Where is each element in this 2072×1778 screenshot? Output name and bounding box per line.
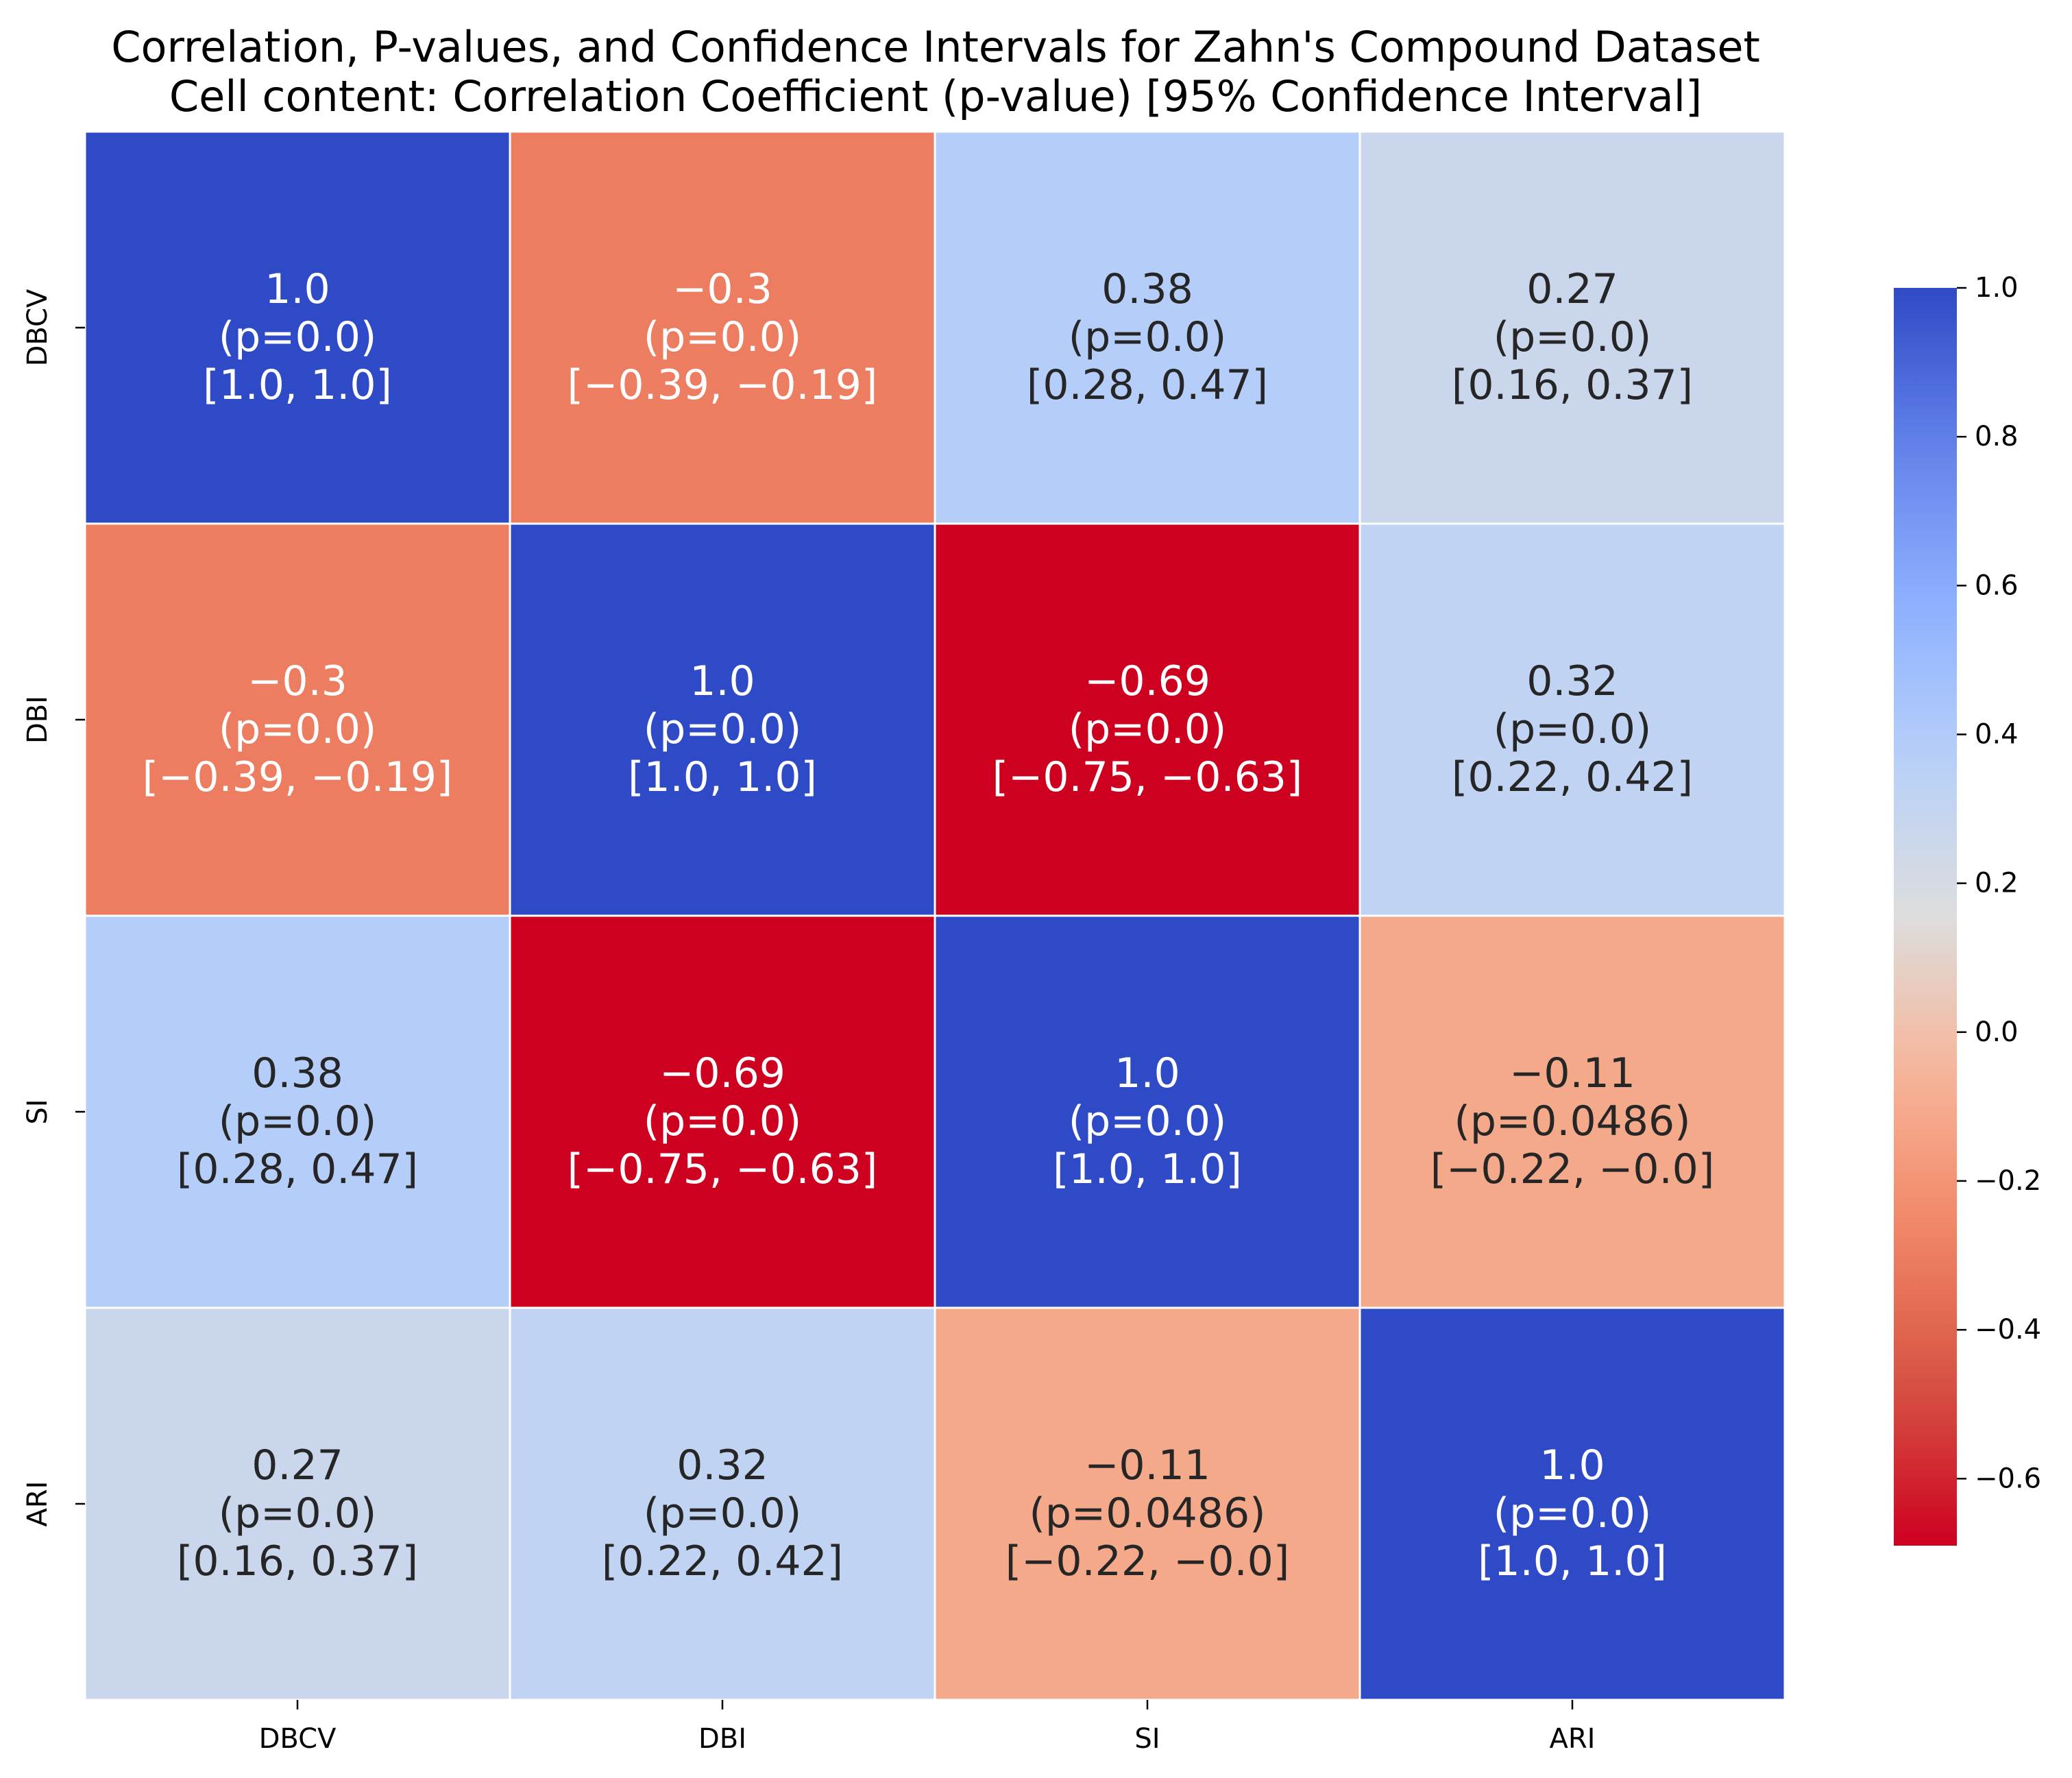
cell-confidence-interval: [0.22, 0.42] — [1452, 753, 1693, 801]
cell-p-value: (p=0.0486) — [1454, 1097, 1690, 1145]
x-axis: DBCV DBI SI ARI — [259, 1700, 1596, 1755]
colorbar-tick-label: 0.0 — [1975, 1016, 2019, 1048]
cell-correlation-value: 0.32 — [1526, 657, 1618, 705]
y-tick-label: ARI — [22, 1481, 53, 1527]
cell-correlation-value: 1.0 — [690, 657, 755, 705]
cell-correlation-value: −0.69 — [659, 1049, 785, 1097]
cell-p-value: (p=0.0) — [1069, 705, 1227, 753]
cell-correlation-value: 1.0 — [265, 265, 330, 313]
cell-p-value: (p=0.0) — [1494, 313, 1652, 361]
colorbar-tick-label: −0.2 — [1975, 1165, 2041, 1197]
colorbar-tick-label: 0.4 — [1975, 718, 2019, 750]
cell-correlation-value: −0.11 — [1084, 1441, 1210, 1489]
heatmap-cell-dbi-dbi — [509, 522, 936, 917]
cell-correlation-value: 0.27 — [252, 1441, 343, 1489]
chart-title: Correlation, P-values, and Confidence In… — [111, 22, 1760, 72]
heatmap-cell-dbi-ari — [1358, 522, 1786, 917]
y-tick-label: SI — [22, 1099, 53, 1124]
cell-correlation-value: 1.0 — [1539, 1441, 1605, 1489]
heatmap-cell-dbi-dbcv — [84, 522, 511, 917]
heatmap-cell-dbcv-dbi — [509, 130, 936, 525]
colorbar-tick-label: −0.4 — [1975, 1314, 2041, 1345]
cell-correlation-value: 1.0 — [1114, 1049, 1180, 1097]
cell-confidence-interval: [−0.75, −0.63] — [568, 1145, 878, 1193]
x-tick-label: SI — [1134, 1723, 1160, 1755]
heatmap-cell-ari-si — [934, 1306, 1361, 1701]
cell-correlation-value: 0.38 — [252, 1049, 343, 1097]
colorbar-gradient — [1894, 288, 1957, 1546]
heatmap-cell-ari-dbi — [509, 1306, 936, 1701]
cell-p-value: (p=0.0) — [644, 1489, 802, 1537]
cell-p-value: (p=0.0) — [644, 1097, 802, 1145]
cell-confidence-interval: [−0.22, −0.0] — [1430, 1145, 1715, 1193]
heatmap-cell-dbcv-ari — [1358, 130, 1786, 525]
cell-p-value: (p=0.0) — [644, 313, 802, 361]
colorbar: 1.0 0.8 0.6 0.4 0.2 0.0 −0.2 −0.4 −0.6 — [1894, 272, 2041, 1546]
heatmap-cell-dbcv-dbcv — [84, 130, 511, 525]
heatmap-cell-ari-dbcv — [84, 1306, 511, 1701]
cell-p-value: (p=0.0486) — [1029, 1489, 1265, 1537]
cell-correlation-value: −0.11 — [1509, 1049, 1635, 1097]
cell-confidence-interval: [1.0, 1.0] — [628, 753, 817, 801]
colorbar-tick-label: 0.8 — [1975, 421, 2019, 452]
cell-p-value: (p=0.0) — [1494, 705, 1652, 753]
cell-confidence-interval: [0.22, 0.42] — [602, 1537, 843, 1585]
x-tick-label: DBI — [698, 1723, 746, 1755]
cell-confidence-interval: [1.0, 1.0] — [1053, 1145, 1242, 1193]
colorbar-tick-label: 0.6 — [1975, 570, 2019, 601]
cell-confidence-interval: [0.28, 0.47] — [177, 1145, 418, 1193]
cell-confidence-interval: [1.0, 1.0] — [1478, 1537, 1667, 1585]
cell-p-value: (p=0.0) — [219, 705, 377, 753]
cell-confidence-interval: [−0.75, −0.63] — [992, 753, 1303, 801]
cell-p-value: (p=0.0) — [1069, 1097, 1227, 1145]
colorbar-tick-label: 1.0 — [1975, 272, 2019, 304]
cell-p-value: (p=0.0) — [644, 705, 802, 753]
cell-confidence-interval: [−0.22, −0.0] — [1005, 1537, 1290, 1585]
cell-confidence-interval: [−0.39, −0.19] — [143, 753, 453, 801]
cell-correlation-value: 0.27 — [1526, 265, 1618, 313]
cell-p-value: (p=0.0) — [219, 313, 377, 361]
cell-confidence-interval: [0.16, 0.37] — [1452, 361, 1693, 409]
heatmap-cells: 1.0(p=0.0)[1.0, 1.0]−0.3(p=0.0)[−0.39, −… — [84, 130, 1786, 1701]
colorbar-tick-label: 0.2 — [1975, 868, 2019, 899]
cell-p-value: (p=0.0) — [219, 1489, 377, 1537]
cell-correlation-value: −0.3 — [672, 265, 772, 313]
y-axis: DBCV DBI SI ARI — [22, 289, 85, 1527]
heatmap-cell-si-ari — [1358, 914, 1786, 1309]
cell-correlation-value: 0.32 — [677, 1441, 768, 1489]
cell-confidence-interval: [0.28, 0.47] — [1027, 361, 1268, 409]
colorbar-tick-label: −0.6 — [1975, 1463, 2041, 1494]
cell-correlation-value: −0.3 — [247, 657, 348, 705]
y-tick-label: DBCV — [22, 289, 53, 366]
chart-subtitle: Cell content: Correlation Coefficient (p… — [169, 71, 1702, 121]
cell-correlation-value: −0.69 — [1084, 657, 1210, 705]
heatmap-cell-ari-ari — [1358, 1306, 1786, 1701]
heatmap-cell-dbi-si — [934, 522, 1361, 917]
y-tick-label: DBI — [22, 696, 53, 744]
heatmap-cell-dbcv-si — [934, 130, 1361, 525]
heatmap-cell-si-dbi — [509, 914, 936, 1309]
cell-correlation-value: 0.38 — [1101, 265, 1193, 313]
x-tick-label: DBCV — [259, 1723, 337, 1755]
x-tick-label: ARI — [1550, 1723, 1596, 1755]
cell-p-value: (p=0.0) — [219, 1097, 377, 1145]
cell-confidence-interval: [1.0, 1.0] — [203, 361, 392, 409]
cell-p-value: (p=0.0) — [1069, 313, 1227, 361]
cell-p-value: (p=0.0) — [1494, 1489, 1652, 1537]
cell-confidence-interval: [−0.39, −0.19] — [568, 361, 878, 409]
cell-confidence-interval: [0.16, 0.37] — [177, 1537, 418, 1585]
